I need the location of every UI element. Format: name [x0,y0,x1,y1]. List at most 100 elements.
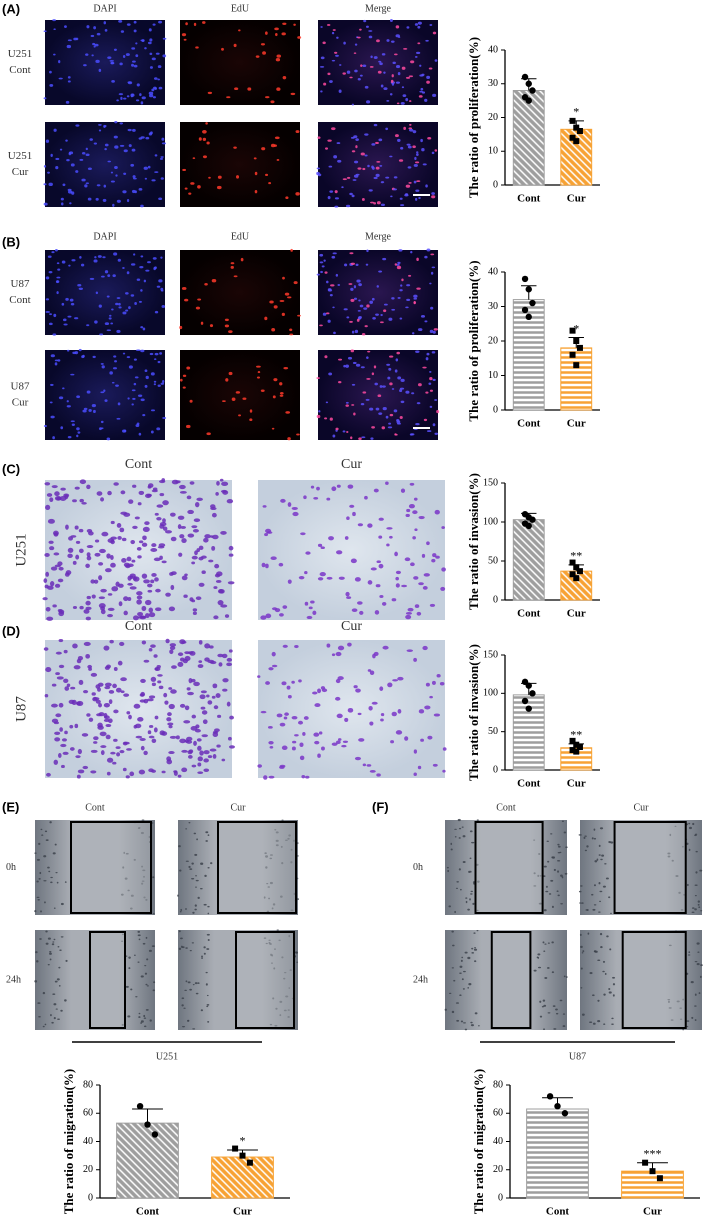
column-header: Merge [365,3,391,14]
cell [49,401,53,404]
cell [276,929,280,931]
cell [115,746,121,749]
data-point [521,306,529,314]
cell [579,933,582,936]
cell [601,854,605,857]
cell [125,775,130,779]
cell [192,157,196,160]
cell [52,333,57,336]
cell [72,606,78,610]
cell [688,822,691,825]
cell [204,643,211,649]
cell [282,644,288,648]
cell [359,304,364,308]
cell [327,24,331,26]
cell [187,651,194,655]
cell [380,712,385,717]
cell [58,638,64,643]
cell [86,528,93,533]
cell [168,751,175,755]
cell [215,491,219,496]
cell [43,855,47,858]
cell [182,386,186,389]
cell [47,255,52,258]
cell [59,148,63,151]
cell [136,83,140,87]
cell [405,513,410,518]
cell [352,361,357,364]
cell [120,30,125,33]
cell [120,677,127,682]
cell [179,703,186,708]
cell [98,304,102,308]
cell [179,911,182,913]
cell [153,654,158,658]
cell [316,273,320,276]
row-label: Cur [12,397,29,409]
cell [400,204,405,207]
cell [159,524,165,529]
cell [129,573,136,578]
cell [386,363,391,366]
cell [191,764,197,768]
cell [103,645,110,651]
cell [688,826,692,830]
cell [346,430,349,433]
cell [61,764,65,769]
cell [357,712,362,716]
cell [134,302,137,305]
cell [49,958,52,961]
cell [282,605,288,609]
cell [70,302,75,306]
cell [369,407,374,411]
cell [170,512,176,517]
y-tick-label: 80 [83,1079,93,1090]
cell [342,178,347,181]
bar [211,1156,274,1199]
cell [140,398,145,402]
cell [123,596,129,602]
wound-box [217,821,297,914]
cell [181,749,188,753]
cell [212,754,217,759]
cell [396,265,402,270]
cell [78,348,82,352]
cell [355,363,361,367]
data-point [525,705,532,712]
cell [291,680,295,684]
cell [184,989,187,992]
cell [125,292,129,295]
cell [156,517,162,521]
cell [369,670,375,676]
cell [283,716,288,720]
cell [282,75,287,80]
cell [432,330,436,334]
cell [380,718,384,722]
cell [225,378,229,382]
cell [137,394,143,397]
cell [152,23,156,26]
cell [553,1028,557,1030]
cell [133,358,137,361]
cell [185,980,188,983]
cell [140,101,144,105]
cell [325,401,329,404]
cell [66,44,72,49]
cell [136,591,143,596]
cell [40,828,43,831]
data-point [573,124,580,131]
cell [217,175,222,179]
cell [116,523,122,528]
cell [424,98,428,102]
cell [425,184,428,188]
cell [357,523,364,527]
cell [36,896,40,899]
cell [597,999,600,1002]
cell [45,139,50,143]
cell [347,484,354,489]
cell [282,276,285,280]
cell [47,964,50,966]
cell [45,504,51,511]
cell [331,486,337,492]
